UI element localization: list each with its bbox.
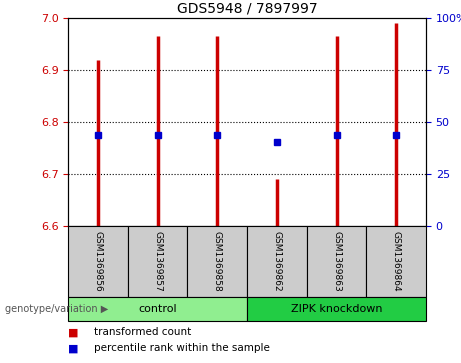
Bar [366,226,426,297]
Text: ■: ■ [68,343,79,354]
Text: percentile rank within the sample: percentile rank within the sample [94,343,270,354]
Title: GDS5948 / 7897997: GDS5948 / 7897997 [177,1,318,16]
Text: GSM1369864: GSM1369864 [392,232,401,292]
Bar [188,226,247,297]
Bar [68,226,128,297]
Text: genotype/variation ▶: genotype/variation ▶ [5,304,108,314]
Text: transformed count: transformed count [94,327,191,337]
Text: GSM1369857: GSM1369857 [153,232,162,292]
Text: ZIPK knockdown: ZIPK knockdown [291,304,382,314]
Bar [247,226,307,297]
Bar [307,226,366,297]
Text: control: control [138,304,177,314]
Bar [68,297,247,321]
Text: ■: ■ [68,327,79,337]
Text: GSM1369863: GSM1369863 [332,232,341,292]
Text: GSM1369862: GSM1369862 [272,232,281,292]
Text: GSM1369858: GSM1369858 [213,232,222,292]
Bar [247,297,426,321]
Text: GSM1369856: GSM1369856 [94,232,102,292]
Bar [128,226,188,297]
